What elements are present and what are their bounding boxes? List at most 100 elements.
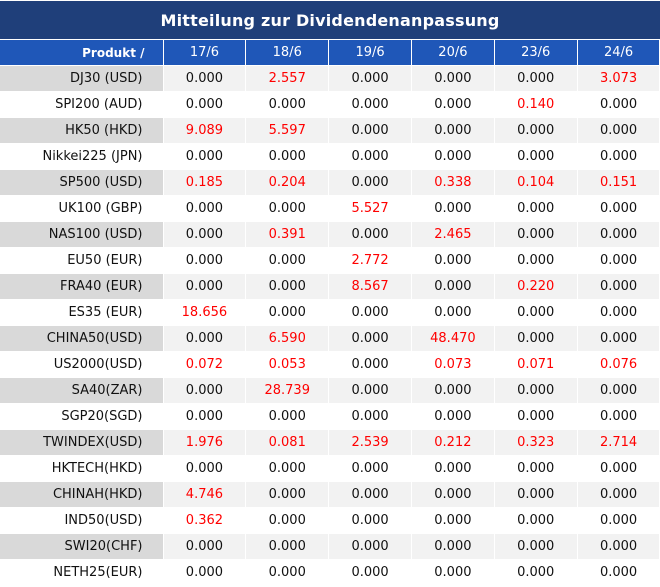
dividend-value-cell: 0.000 (163, 325, 247, 352)
dividend-value-cell: 0.000 (577, 143, 660, 170)
dividend-value-cell: 0.000 (577, 247, 660, 274)
dividend-value-cell: 0.000 (163, 143, 247, 170)
table-row: HK50 (HKD) 9.089 5.597 0.000 0.000 0.000 0.000 (0, 117, 660, 144)
dividend-value-cell: 0.000 (245, 455, 330, 482)
table-row: NAS100 (USD) 0.000 0.391 0.000 2.465 0.000 0.0… (0, 221, 660, 248)
dividend-value-cell: 0.000 (245, 299, 330, 326)
table-row: SA40(ZAR) 0.000 28.739 0.000 0.000 0.000 0.000 (0, 377, 660, 404)
dividend-value-cell: 0.076 (577, 351, 660, 378)
dividend-value-cell: 0.185 (163, 169, 247, 196)
dividend-value-cell: 0.000 (163, 273, 247, 300)
dividend-value-cell: 0.000 (411, 559, 495, 586)
dividend-value-cell: 0.000 (577, 221, 660, 248)
dividend-value-cell: 0.000 (411, 481, 495, 508)
dividend-value-cell: 0.000 (577, 533, 660, 560)
dividend-value-cell: 0.000 (245, 403, 330, 430)
table-row: TWINDEX(USD) 1.976 0.081 2.539 0.212 0.323 2.7… (0, 429, 660, 456)
dividend-value-cell: 0.204 (245, 169, 330, 196)
dividend-value-cell: 0.000 (577, 117, 660, 144)
page-title: Mitteilung zur Dividendenanpassung (0, 1, 660, 39)
column-header-date: 20/6 (411, 40, 495, 66)
dividend-value-cell: 0.000 (577, 559, 660, 586)
dividend-value-cell: 48.470 (411, 325, 495, 352)
dividend-value-cell: 0.081 (245, 429, 330, 456)
dividend-value-cell: 0.000 (577, 195, 660, 222)
dividend-value-cell: 4.746 (163, 481, 247, 508)
dividend-value-cell: 0.000 (494, 221, 578, 248)
product-name-cell: SP500 (USD) (0, 169, 164, 196)
table-row: CHINAH(HKD) 4.746 0.000 0.000 0.000 0.000 0.00… (0, 481, 660, 508)
table-row: SGP20(SGD) 0.000 0.000 0.000 0.000 0.000 0.000 (0, 403, 660, 430)
dividend-value-cell: 1.976 (163, 429, 247, 456)
product-name-cell: UK100 (GBP) (0, 195, 164, 222)
dividend-value-cell: 0.000 (245, 195, 330, 222)
table-row: US2000(USD) 0.072 0.053 0.000 0.073 0.071 0.07… (0, 351, 660, 378)
dividend-value-cell: 5.597 (245, 117, 330, 144)
dividend-value-cell: 0.000 (163, 65, 247, 92)
dividend-value-cell: 0.000 (577, 91, 660, 118)
column-header-date: 24/6 (577, 40, 660, 66)
product-name-cell: HKTECH(HKD) (0, 455, 164, 482)
dividend-value-cell: 9.089 (163, 117, 247, 144)
dividend-value-cell: 28.739 (245, 377, 330, 404)
dividend-value-cell: 6.590 (245, 325, 330, 352)
dividend-value-cell: 0.000 (163, 559, 247, 586)
dividend-value-cell: 0.338 (411, 169, 495, 196)
table-row: CHINA50(USD) 0.000 6.590 0.000 48.470 0.000 0.… (0, 325, 660, 352)
dividend-value-cell: 0.000 (245, 481, 330, 508)
product-name-cell: EU50 (EUR) (0, 247, 164, 274)
dividend-value-cell: 0.000 (494, 247, 578, 274)
dividend-value-cell: 0.000 (245, 273, 330, 300)
dividend-value-cell: 0.000 (163, 455, 247, 482)
dividend-value-cell: 0.000 (577, 507, 660, 534)
dividend-value-cell: 0.000 (245, 533, 330, 560)
table-row: SP500 (USD) 0.185 0.204 0.000 0.338 0.104 0.15… (0, 169, 660, 196)
dividend-value-cell: 0.000 (328, 91, 412, 118)
dividend-value-cell: 0.000 (328, 507, 412, 534)
dividend-value-cell: 0.220 (494, 273, 578, 300)
dividend-value-cell: 0.000 (494, 481, 578, 508)
table-row: SWI20(CHF) 0.000 0.000 0.000 0.000 0.000 0.000 (0, 533, 660, 560)
product-name-cell: CHINAH(HKD) (0, 481, 164, 508)
dividend-value-cell: 0.000 (245, 507, 330, 534)
dividend-value-cell: 0.104 (494, 169, 578, 196)
dividend-value-cell: 0.140 (494, 91, 578, 118)
dividend-value-cell: 0.000 (328, 403, 412, 430)
dividend-value-cell: 0.000 (328, 117, 412, 144)
table-row: ES35 (EUR) 18.656 0.000 0.000 0.000 0.000 0.00… (0, 299, 660, 326)
product-name-cell: SA40(ZAR) (0, 377, 164, 404)
dividend-value-cell: 0.212 (411, 429, 495, 456)
dividend-value-cell: 0.000 (494, 325, 578, 352)
column-header-date: 19/6 (328, 40, 412, 66)
dividend-value-cell: 0.000 (245, 91, 330, 118)
product-name-cell: TWINDEX(USD) (0, 429, 164, 456)
dividend-value-cell: 0.000 (411, 533, 495, 560)
dividend-value-cell: 0.000 (328, 325, 412, 352)
dividend-value-cell: 0.000 (328, 351, 412, 378)
column-header-product: Produkt / (0, 40, 164, 66)
dividend-value-cell: 0.000 (494, 195, 578, 222)
dividend-value-cell: 0.000 (328, 65, 412, 92)
dividend-value-cell: 0.000 (245, 247, 330, 274)
dividend-value-cell: 0.000 (163, 221, 247, 248)
dividend-value-cell: 0.000 (328, 221, 412, 248)
product-name-cell: HK50 (HKD) (0, 117, 164, 144)
dividend-value-cell: 0.000 (577, 455, 660, 482)
product-name-cell: SGP20(SGD) (0, 403, 164, 430)
product-name-cell: IND50(USD) (0, 507, 164, 534)
table-header-row: Produkt / 17/6 18/6 19/6 20/6 23/6 24/6 (0, 40, 660, 66)
dividend-value-cell: 0.000 (411, 117, 495, 144)
product-name-cell: FRA40 (EUR) (0, 273, 164, 300)
dividend-value-cell: 0.053 (245, 351, 330, 378)
dividend-value-cell: 3.073 (577, 65, 660, 92)
table-row: DJ30 (USD) 0.000 2.557 0.000 0.000 0.000 3.073 (0, 65, 660, 92)
dividend-value-cell: 0.000 (577, 273, 660, 300)
dividend-value-cell: 0.000 (328, 143, 412, 170)
dividend-value-cell: 18.656 (163, 299, 247, 326)
dividend-value-cell: 0.000 (328, 559, 412, 586)
dividend-value-cell: 0.000 (245, 559, 330, 586)
dividend-value-cell: 0.000 (411, 195, 495, 222)
dividend-value-cell: 0.000 (411, 403, 495, 430)
dividend-value-cell: 0.000 (163, 247, 247, 274)
dividend-value-cell: 0.000 (411, 143, 495, 170)
